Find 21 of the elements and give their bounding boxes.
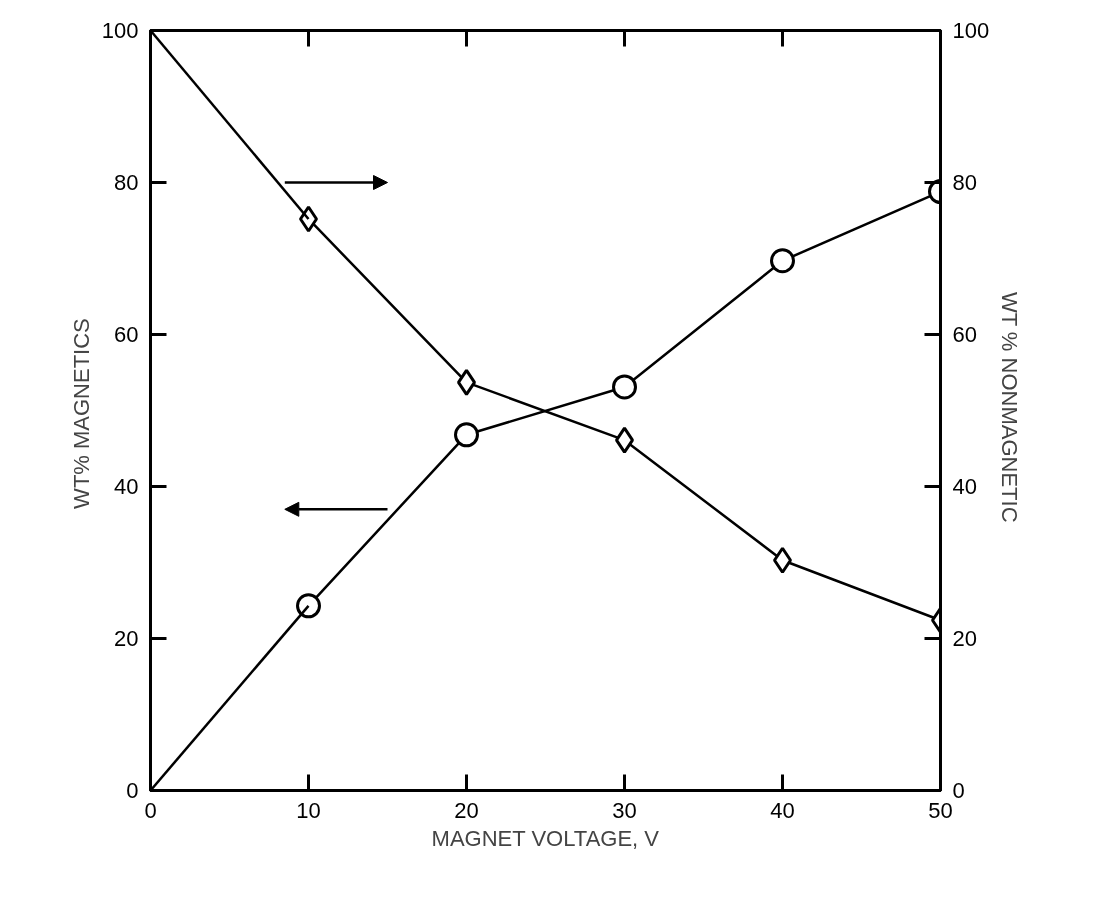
y2-tick-label: 60: [952, 322, 977, 347]
x-tick-label: 50: [928, 797, 953, 823]
y2-axis-title: WT % NONMAGNETIC: [997, 291, 1023, 523]
y-tick-label: 0: [126, 778, 139, 803]
y-tick-label: 60: [114, 322, 139, 347]
x-axis-title: MAGNET VOLTAGE, V: [431, 825, 660, 851]
y2-tick-label: 0: [952, 778, 965, 803]
y2-tick-label: 20: [952, 626, 977, 651]
x-tick-label: 0: [144, 797, 157, 823]
y-axis-title: WT% MAGNETICS: [68, 318, 94, 509]
y-tick-label: 100: [101, 18, 139, 43]
y2-tick-label: 80: [952, 170, 977, 195]
x-tick-label: 40: [770, 797, 795, 823]
x-tick-label: 20: [454, 797, 479, 823]
y-tick-label: 80: [114, 170, 139, 195]
y2-tick-label: 40: [952, 474, 977, 499]
y2-tick-label: 100: [952, 18, 990, 43]
x-tick-label: 30: [612, 797, 637, 823]
y-tick-label: 40: [114, 474, 139, 499]
x-tick-label: 10: [296, 797, 321, 823]
y-tick-label: 20: [114, 626, 139, 651]
